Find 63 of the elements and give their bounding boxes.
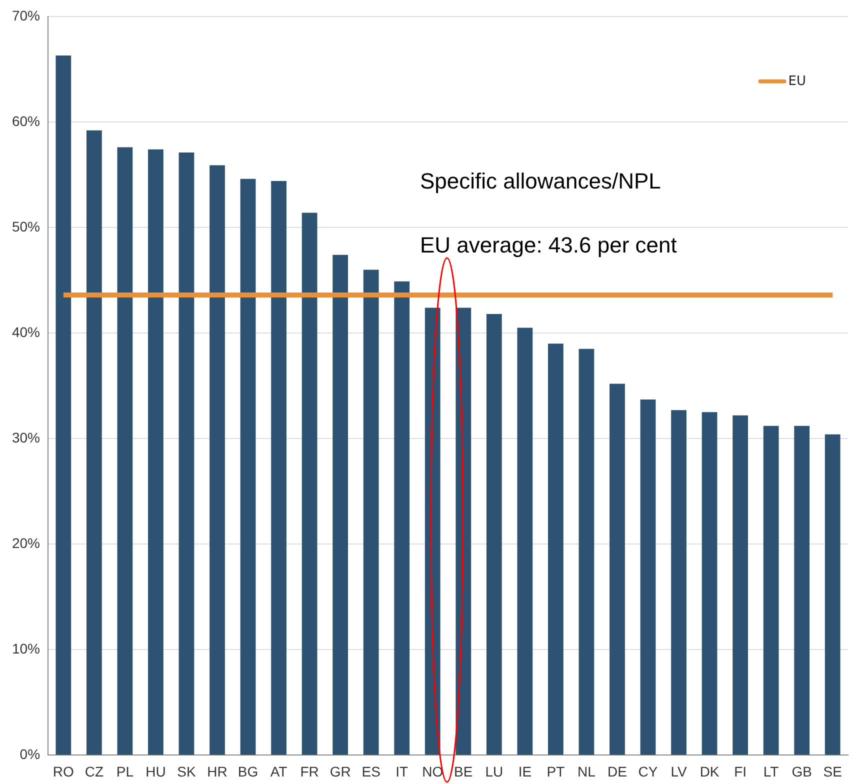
x-tick-label: DE [608,763,627,780]
x-tick-label: LT [763,763,780,780]
bar [210,165,225,755]
x-tick-label: DK [700,763,720,780]
bar [702,412,718,755]
x-tick-label: IT [396,763,409,780]
x-tick-label: LU [485,763,504,780]
x-tick-label: PL [116,763,134,780]
bar [86,130,102,755]
x-tick-label: HR [207,763,228,780]
bar [424,308,440,755]
x-tick-label: FR [300,763,319,780]
x-tick-label: ES [362,763,380,780]
y-tick-label: 20% [12,534,40,551]
annotation: Specific allowances/NPL [420,168,661,194]
bar [240,178,256,755]
bar [148,149,164,755]
x-tick-label: CZ [84,763,104,780]
x-tick-label: AT [270,763,288,780]
y-tick-label: 10% [12,640,40,657]
bar [456,308,472,755]
y-tick-label: 60% [12,112,40,129]
bar [117,147,133,755]
x-tick-label: BE [454,763,473,780]
x-tick-label: NO [422,763,444,780]
bar [486,314,502,755]
bar [517,328,533,755]
x-tick-label: GB [792,763,812,780]
bar [824,434,840,755]
y-tick-label: 40% [12,324,40,340]
x-tick-label: FI [734,763,747,780]
x-tick-label: GR [330,763,351,780]
y-tick-label: 30% [12,429,40,446]
bar [302,212,318,755]
x-tick-label: HU [146,763,166,780]
x-tick-label: LV [670,763,688,780]
bar [732,415,748,755]
legend-label: EU [788,74,806,89]
x-tick-label: IE [518,763,532,780]
bar [178,152,194,755]
x-tick-label: NL [578,763,596,780]
bar [548,344,564,755]
bar [640,400,656,755]
x-tick-label: CY [638,763,658,780]
annotation: EU average: 43.6 per cent [420,232,677,258]
x-tick-label: BG [238,763,258,780]
y-tick-label: 50% [12,218,40,234]
bar [794,426,810,755]
y-tick-label: 0% [20,746,40,762]
y-tick-label: 70% [12,7,40,24]
x-tick-label: SE [823,763,842,780]
x-tick-label: PT [546,763,566,780]
x-tick-label: RO [52,763,74,780]
bar [763,426,779,755]
bar [671,410,686,755]
bar [578,348,594,755]
bar [271,181,286,755]
bar [394,281,410,755]
bar [363,270,379,755]
bar [610,384,625,755]
x-tick-label: SK [177,763,196,780]
bar [332,254,348,755]
bar [56,55,72,755]
